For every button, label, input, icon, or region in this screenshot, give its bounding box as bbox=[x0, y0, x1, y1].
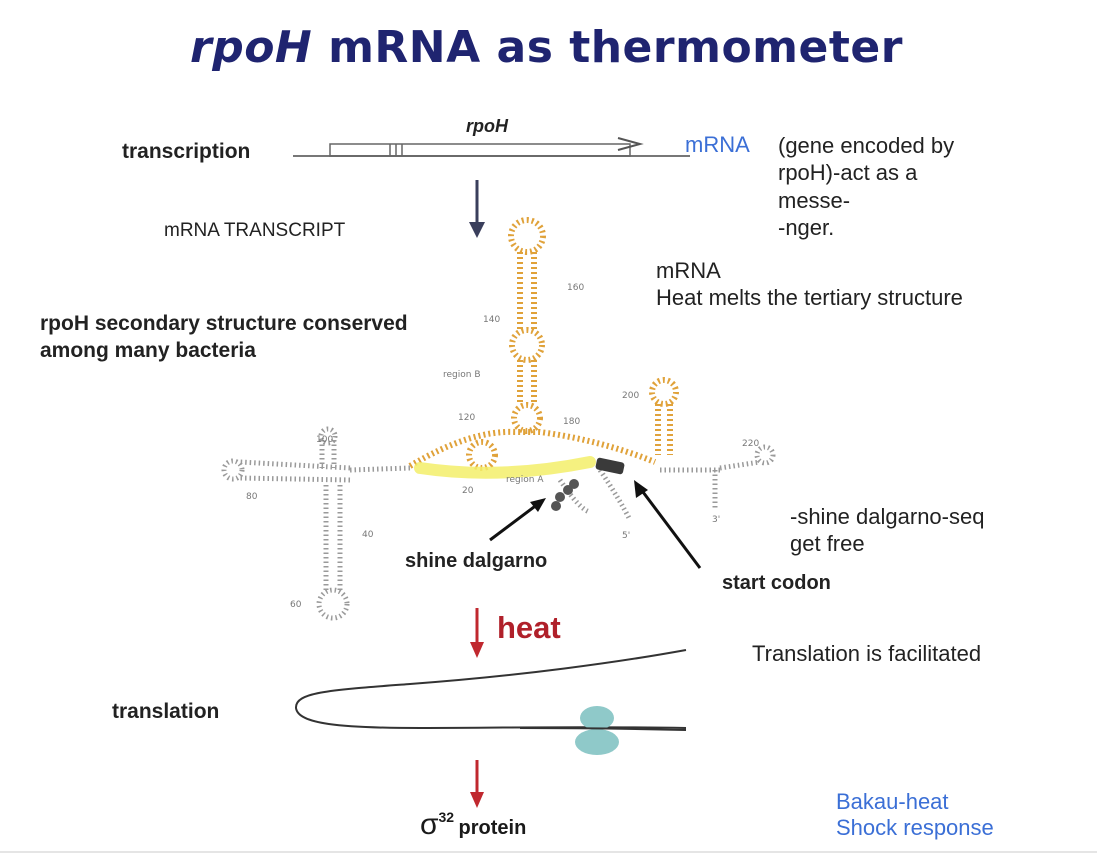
mrna-word-blue: mRNA bbox=[685, 132, 750, 157]
heat-melts-line-2: Heat melts the tertiary structure bbox=[656, 284, 963, 310]
shine-free-note: -shine dalgarno-seq get free bbox=[790, 504, 984, 558]
ribosome-small-subunit bbox=[580, 706, 614, 730]
mrna-note-line-3: messe- bbox=[778, 187, 851, 213]
shock-response-line-2: Shock response bbox=[836, 815, 994, 841]
pos-140: 140 bbox=[483, 315, 500, 325]
shine-dalgarno-marker bbox=[551, 479, 579, 511]
heat-melts-line-1: mRNA bbox=[656, 258, 721, 283]
sigma-superscript: 32 bbox=[438, 808, 455, 825]
start-codon-label: start codon bbox=[722, 572, 831, 594]
heat-label: heat bbox=[497, 610, 561, 645]
shine-dalgarno-label: shine dalgarno bbox=[405, 550, 548, 572]
shock-response-note: Bakau-heat Shock response bbox=[836, 789, 994, 842]
pos-180: 180 bbox=[563, 417, 580, 427]
mrna-secondary-structure: region B region A 140 160 120 180 200 10… bbox=[221, 217, 776, 621]
title-rest: mRNA as thermometer bbox=[328, 22, 903, 73]
ribosome-large-subunit bbox=[575, 729, 619, 755]
secondary-structure-line-1: rpoH secondary structure conserved bbox=[40, 312, 408, 335]
shock-response-line-1: Bakau-heat bbox=[836, 789, 949, 814]
heat-arrow-icon bbox=[470, 608, 484, 658]
shine-free-line-1: -shine dalgarno-seq bbox=[790, 504, 985, 529]
sigma-symbol: σ bbox=[420, 808, 439, 841]
pos-100: 100 bbox=[316, 435, 333, 445]
pos-120: 120 bbox=[458, 413, 475, 423]
heat-melts-note: mRNA Heat melts the tertiary structure bbox=[656, 258, 963, 312]
translation-facilitated-note: Translation is facilitated bbox=[752, 641, 982, 666]
gene-label: rpoH bbox=[466, 116, 509, 136]
region-b-label: region B bbox=[443, 370, 481, 380]
sigma32-protein-label: σ32 protein bbox=[420, 808, 526, 842]
translation-label: translation bbox=[112, 700, 220, 723]
end-3prime: 3' bbox=[712, 515, 720, 525]
mrna-note-line-2: rpoH)-act as a bbox=[778, 160, 918, 186]
pos-20: 20 bbox=[462, 486, 474, 496]
pos-160: 160 bbox=[567, 283, 584, 293]
shine-free-line-2: get free bbox=[790, 530, 865, 556]
pos-80: 80 bbox=[246, 492, 258, 502]
transcription-label: transcription bbox=[122, 140, 251, 163]
pos-60: 60 bbox=[290, 600, 302, 610]
mrna-note-line-1: (gene encoded by bbox=[778, 133, 955, 158]
title-gene-italic: rpoH bbox=[190, 22, 313, 73]
shine-dalgarno-arrow-icon bbox=[489, 498, 546, 542]
protein-word: protein bbox=[458, 817, 527, 839]
pos-220: 220 bbox=[742, 439, 759, 449]
pos-200: 200 bbox=[622, 391, 639, 401]
pos-40: 40 bbox=[362, 530, 374, 540]
mrna-note-line-4: -nger. bbox=[778, 214, 835, 240]
mrna-note: (gene encoded by rpoH)-act as a messe- -… bbox=[778, 132, 954, 241]
secondary-structure-line-2: among many bacteria bbox=[40, 339, 256, 363]
translation-mrna-strand bbox=[294, 649, 687, 755]
slide-title: rpoH mRNA as thermometer bbox=[190, 22, 903, 73]
down-arrow-icon bbox=[469, 180, 485, 238]
mrna-transcript-label: mRNA TRANSCRIPT bbox=[164, 220, 346, 241]
end-5prime: 5' bbox=[622, 531, 630, 541]
start-codon-arrow-icon bbox=[634, 480, 702, 569]
secondary-structure-label: rpoH secondary structure conserved among… bbox=[40, 310, 408, 365]
protein-arrow-icon bbox=[470, 760, 484, 808]
gene-track: rpoH bbox=[293, 116, 690, 157]
start-codon-marker bbox=[595, 457, 625, 475]
region-a-label: region A bbox=[506, 475, 544, 485]
